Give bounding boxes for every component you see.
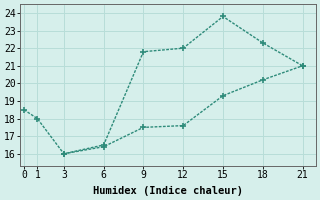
X-axis label: Humidex (Indice chaleur): Humidex (Indice chaleur) xyxy=(93,186,243,196)
